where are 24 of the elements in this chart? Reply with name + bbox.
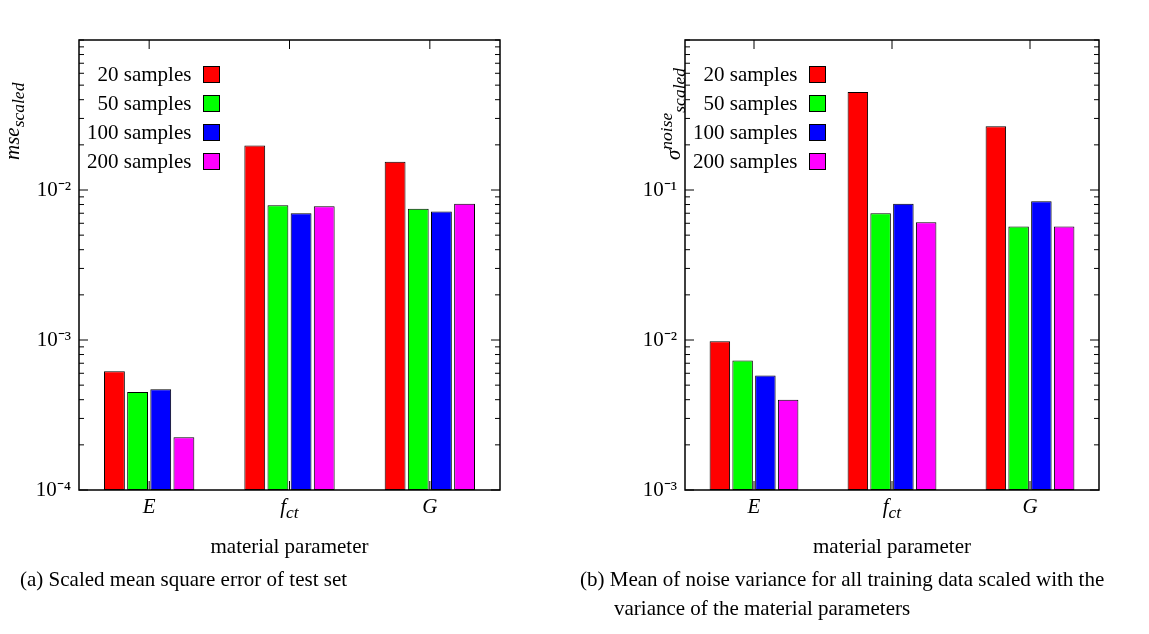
y-tick-label: 10⁻⁴ <box>35 476 71 501</box>
legend-label: 200 samples <box>87 148 192 175</box>
y-tick-label: 10⁻³ <box>642 476 677 501</box>
legend-label: 20 samples <box>703 61 798 88</box>
x-tick-label: f$_{ct}$ <box>280 494 299 524</box>
x-tick-label: G <box>1022 494 1038 519</box>
x-axis-title: material parameter <box>813 533 971 558</box>
text: (a) Scaled mean square error of test set <box>20 566 349 593</box>
legend-label: 200 samples <box>693 148 798 175</box>
legend-label: 50 samples <box>703 90 798 117</box>
legend-label: 50 samples <box>97 90 192 117</box>
x-tick-label: E <box>142 494 156 519</box>
x-tick-label: E <box>747 494 761 519</box>
legend-label: 20 samples <box>97 61 192 88</box>
y-tick-label: 10⁻² <box>642 326 677 351</box>
legend-label: 100 samples <box>87 119 192 146</box>
y-tick-label: 10⁻² <box>36 176 71 201</box>
y-tick-label: 10⁻³ <box>36 326 71 351</box>
x-axis-title: material parameter <box>210 533 369 558</box>
x-tick-label: f$_{ct}$ <box>882 494 902 524</box>
x-tick-label: G <box>422 494 438 519</box>
y-tick-label: 10⁻¹ <box>642 176 677 201</box>
text: (b) Mean of noise variance for all training data scaled with the variance of the material parameters <box>580 566 1106 622</box>
legend-label: 100 samples <box>693 119 798 146</box>
